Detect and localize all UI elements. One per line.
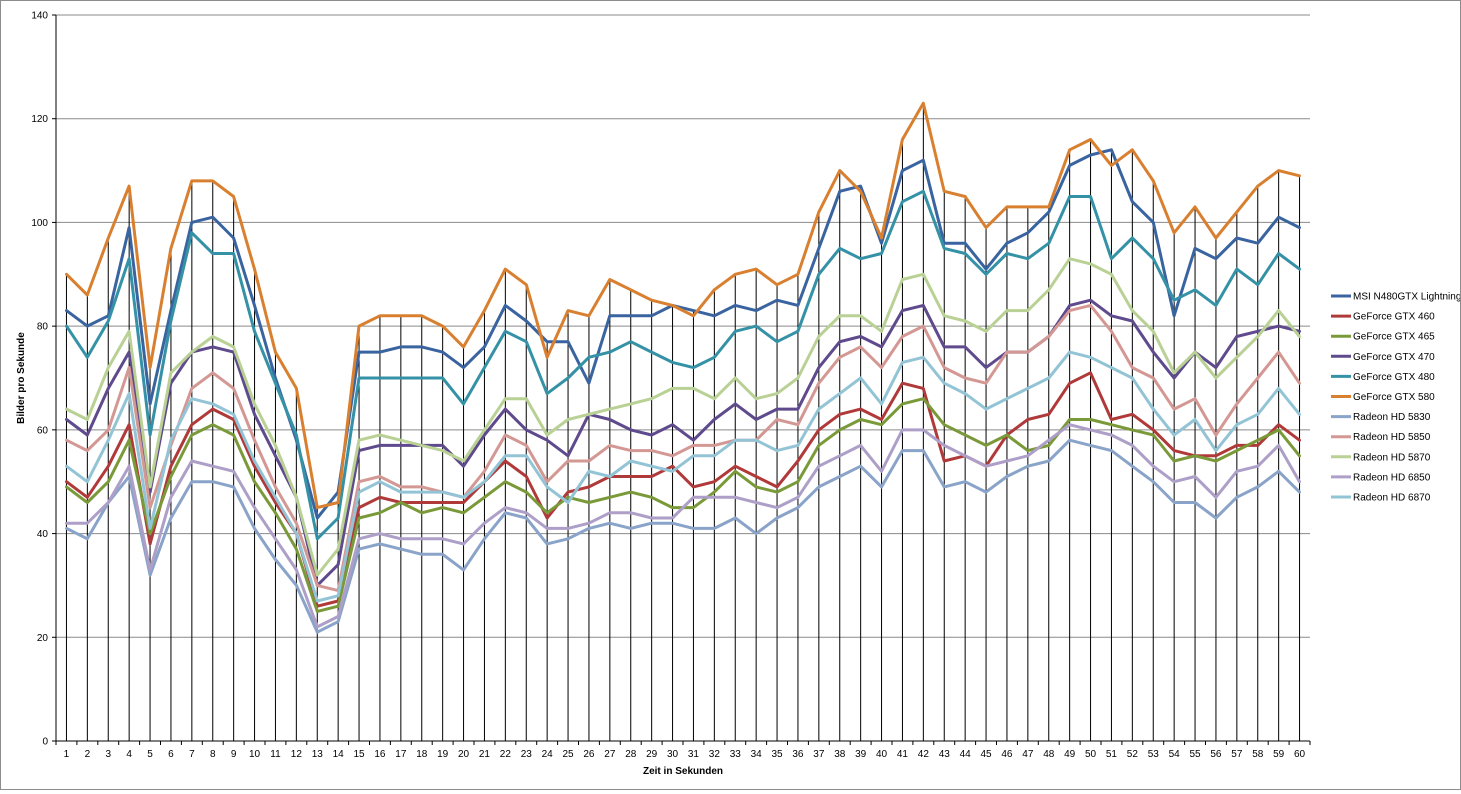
x-tick-label: 13 [312, 749, 324, 760]
x-tick-label: 11 [270, 749, 281, 760]
y-tick-labels: 0 20 40 60 80 100 120 140 [31, 11, 56, 748]
x-tick-label: 16 [374, 749, 386, 760]
x-tick-label: 46 [1001, 749, 1013, 760]
x-tick-label: 5 [147, 749, 153, 760]
legend-label: Radeon HD 6870 [1353, 493, 1431, 504]
x-tick-label: 25 [562, 749, 574, 760]
drop-lines [65, 103, 1301, 741]
series-lines [65, 101, 1301, 634]
legend-label: GeForce GTX 465 [1353, 332, 1435, 343]
x-tick-label: 7 [189, 749, 195, 760]
legend-label: Radeon HD 5870 [1353, 452, 1431, 463]
x-tick-label: 15 [353, 749, 365, 760]
x-tick-label: 9 [231, 749, 237, 760]
x-tick-label: 2 [85, 749, 91, 760]
x-tick-label: 56 [1210, 749, 1222, 760]
x-tick-label: 32 [709, 749, 721, 760]
x-tick-label: 29 [646, 749, 658, 760]
y-tick-label: 40 [37, 529, 49, 540]
x-tick-label: 42 [918, 749, 930, 760]
x-tick-label: 3 [105, 749, 111, 760]
x-tick-label: 24 [542, 749, 554, 760]
x-tick-label: 8 [210, 749, 216, 760]
legend-label: Radeon HD 5830 [1353, 412, 1431, 423]
x-tick-label: 44 [960, 749, 972, 760]
legend-label: Radeon HD 5850 [1353, 432, 1431, 443]
x-tick-label: 23 [521, 749, 533, 760]
x-axis-title: Zeit in Sekunden [643, 766, 723, 777]
x-tick-label: 26 [583, 749, 595, 760]
x-tick-label: 20 [458, 749, 470, 760]
x-tick-label: 34 [751, 749, 763, 760]
legend-label: GeForce GTX 480 [1353, 372, 1435, 383]
y-tick-label: 120 [31, 114, 48, 125]
series-line [65, 101, 1301, 510]
x-tick-label: 53 [1148, 749, 1160, 760]
x-tick-label: 57 [1231, 749, 1243, 760]
legend-label: GeForce GTX 470 [1353, 352, 1435, 363]
x-tick-label: 45 [980, 749, 992, 760]
x-tick-label: 51 [1106, 749, 1118, 760]
series-line [65, 298, 1301, 587]
x-tick-label: 22 [500, 749, 512, 760]
x-tick-label: 48 [1043, 749, 1055, 760]
legend-label: GeForce GTX 580 [1353, 392, 1435, 403]
series-line [65, 148, 1301, 520]
legend: MSI N480GTX Lightning GeForce GTX 460 GeFo… [1331, 292, 1461, 504]
x-tick-label: 17 [395, 749, 407, 760]
legend-label: MSI N480GTX Lightning [1353, 292, 1460, 303]
y-tick-label: 0 [42, 737, 48, 748]
series-line [65, 303, 1301, 593]
x-tick-label: 40 [876, 749, 888, 760]
series-line [65, 438, 1301, 634]
x-tick-label: 19 [437, 749, 449, 760]
y-axis-title: Bilder pro Sekunde [16, 332, 27, 424]
series-line [65, 371, 1301, 608]
x-tick-label: 21 [479, 749, 491, 760]
x-tick-label: 60 [1294, 749, 1306, 760]
x-tick-label: 27 [604, 749, 616, 760]
x-tick-label: 41 [897, 749, 909, 760]
x-tick-label: 49 [1064, 749, 1076, 760]
legend-label: Radeon HD 6850 [1353, 472, 1431, 483]
x-tick-label: 52 [1127, 749, 1139, 760]
x-tick-label: 1 [64, 749, 70, 760]
x-tick-labels: 1 2 3 4 5 6 7 8 9 10 11 12 13 14 15 16 17 18 19 20 21 22 23 24 2… [55, 741, 1311, 760]
x-tick-label: 33 [730, 749, 742, 760]
y-tick-label: 60 [37, 425, 49, 436]
x-tick-label: 38 [834, 749, 846, 760]
legend-label: GeForce GTX 460 [1353, 312, 1435, 323]
y-tick-label: 20 [37, 633, 49, 644]
series-line [65, 257, 1301, 577]
x-tick-label: 31 [688, 749, 700, 760]
x-tick-label: 30 [667, 749, 679, 760]
x-tick-label: 54 [1169, 749, 1181, 760]
series-line [65, 423, 1301, 629]
x-tick-label: 10 [249, 749, 261, 760]
x-tick-label: 50 [1085, 749, 1097, 760]
x-tick-label: 4 [126, 749, 132, 760]
x-tick-label: 43 [939, 749, 951, 760]
x-tick-label: 55 [1189, 749, 1201, 760]
series-line [65, 350, 1301, 603]
x-tick-label: 28 [625, 749, 637, 760]
x-tick-label: 12 [291, 749, 303, 760]
y-tick-label: 80 [37, 322, 49, 333]
x-tick-label: 6 [168, 749, 174, 760]
x-tick-label: 36 [792, 749, 804, 760]
gridlines [56, 14, 1310, 638]
x-tick-label: 58 [1252, 749, 1264, 760]
x-tick-label: 14 [333, 749, 345, 760]
x-tick-label: 47 [1022, 749, 1034, 760]
x-tick-label: 18 [416, 749, 428, 760]
y-tick-label: 100 [31, 218, 48, 229]
x-tick-label: 39 [855, 749, 867, 760]
series-line [65, 189, 1301, 541]
y-tick-label: 140 [31, 11, 48, 22]
x-tick-label: 59 [1273, 749, 1285, 760]
x-tick-label: 37 [813, 749, 825, 760]
x-tick-label: 35 [771, 749, 783, 760]
